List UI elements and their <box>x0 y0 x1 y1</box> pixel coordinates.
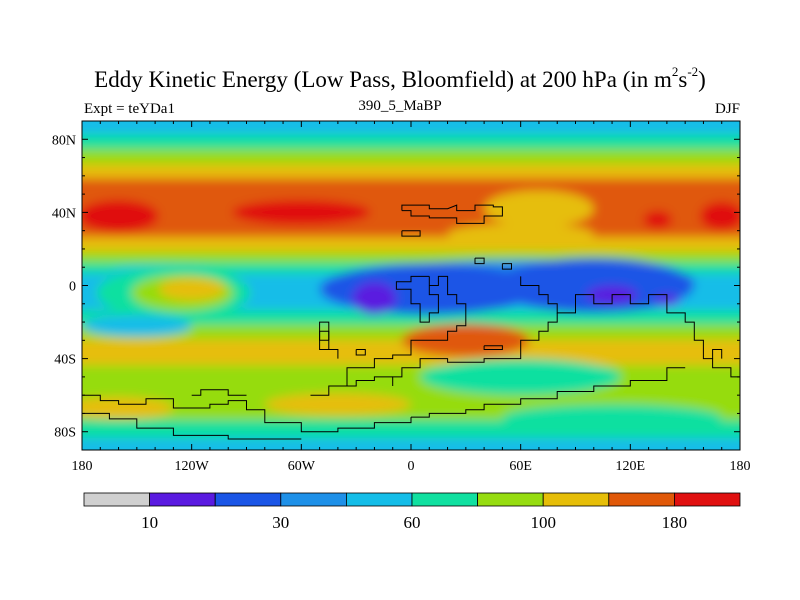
coastline <box>392 312 558 386</box>
y-tick-label: 0 <box>69 280 76 295</box>
coastline <box>520 276 740 378</box>
field-band <box>82 149 740 166</box>
field-cell <box>82 314 192 337</box>
title-mid: s <box>678 67 688 92</box>
colorbar-label: 10 <box>141 513 158 532</box>
colorbar-box <box>608 492 675 507</box>
colorbar: 10 30 60 100 180 <box>83 492 741 532</box>
coastline <box>328 376 393 387</box>
chart-subtitle: 390_5_MaBP <box>358 98 442 114</box>
field-cell <box>420 358 622 396</box>
field-cell <box>231 199 371 226</box>
field-cell <box>502 404 722 430</box>
y-tick-label: 40S <box>54 353 76 368</box>
coastline <box>483 345 503 350</box>
coastline <box>191 389 247 396</box>
x-tick-label: 120E <box>616 459 646 474</box>
coastline <box>712 349 723 359</box>
colorbar-box <box>280 492 347 507</box>
coastlines <box>82 204 740 440</box>
season-label: DJF <box>714 101 740 117</box>
coastline <box>319 321 330 341</box>
field-band <box>82 134 740 152</box>
map-axes: 180 120W 60W 0 60E 120E 180 80N 40N 0 40S 80S <box>52 120 751 474</box>
experiment-label: Expt = teYDa1 <box>84 101 175 117</box>
chart-title: Eddy Kinetic Energy (Low Pass, Bloomfiel… <box>0 64 800 94</box>
field-band <box>82 236 740 254</box>
field-cell <box>158 278 225 301</box>
coastline <box>401 204 503 224</box>
colorbar-box <box>214 492 282 507</box>
coastline <box>310 275 467 396</box>
contour-field <box>82 121 740 450</box>
x-tick-label: 0 <box>408 459 415 474</box>
coastline <box>355 349 366 356</box>
y-tick-label: 80N <box>52 133 76 148</box>
coastline <box>411 367 686 418</box>
coastline <box>395 275 439 323</box>
colorbar-label: 100 <box>530 513 556 532</box>
field-cell <box>447 223 594 246</box>
field-band <box>82 121 740 137</box>
colorbar-box <box>345 492 413 507</box>
colorbar-box <box>411 492 478 507</box>
x-tick-label: 180 <box>730 459 751 474</box>
colorbar-label: 30 <box>272 513 289 532</box>
coastline <box>501 263 512 270</box>
colorbar-box <box>149 492 216 507</box>
y-tick-label: 40N <box>52 206 76 221</box>
field-band <box>82 310 740 327</box>
y-tick-label: 80S <box>54 426 76 441</box>
field-band <box>82 163 740 181</box>
coastline <box>474 257 485 265</box>
colorbar-box <box>477 492 544 507</box>
coastline <box>82 412 302 440</box>
x-tick-label: 180 <box>72 459 93 474</box>
colorbar-label: 180 <box>662 513 688 532</box>
coastline <box>82 394 412 433</box>
title-end: ) <box>698 67 706 92</box>
field-cell <box>352 281 397 315</box>
field-cell <box>264 393 411 416</box>
x-tick-label: 60W <box>288 459 316 474</box>
title-superscript-2: -2 <box>687 64 699 80</box>
field-layer <box>82 121 740 450</box>
colorbar-box <box>83 492 150 507</box>
field-cell <box>643 210 673 229</box>
title-main: Eddy Kinetic Energy (Low Pass, Bloomfiel… <box>94 67 672 92</box>
coastline <box>401 230 421 237</box>
field-cell <box>82 199 159 233</box>
field-cell <box>401 323 530 357</box>
x-tick-label: 120W <box>175 459 210 474</box>
field-cell <box>493 258 695 313</box>
field-band <box>82 383 740 404</box>
title-superscript-1: 2 <box>671 64 679 80</box>
field-band <box>82 178 740 199</box>
colorbar-label: 60 <box>404 513 421 532</box>
colorbar-box <box>542 492 610 507</box>
colorbar-box <box>674 492 741 507</box>
field-cell <box>699 201 740 231</box>
field-cell <box>484 190 594 228</box>
x-tick-label: 60E <box>509 459 532 474</box>
